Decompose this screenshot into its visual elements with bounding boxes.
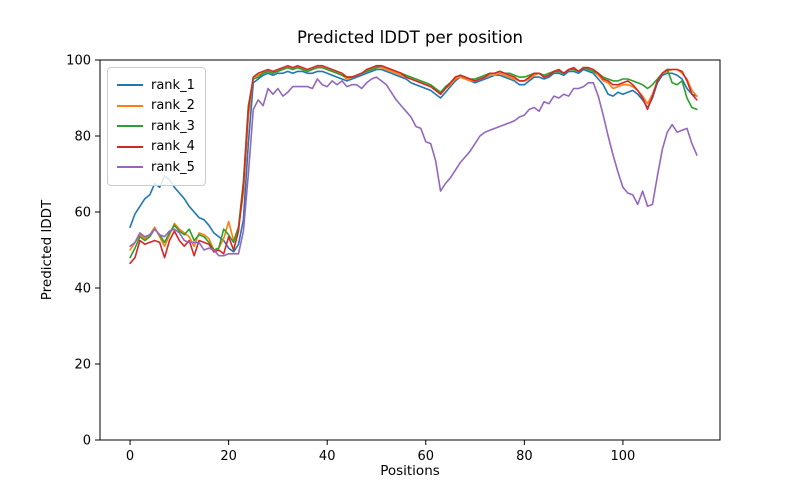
legend-line-swatch	[117, 104, 143, 107]
x-tick-label: 40	[319, 449, 336, 464]
legend-label: rank_5	[151, 159, 195, 175]
line-rank_4	[129, 64, 698, 265]
legend-line-swatch	[117, 84, 143, 87]
legend-label: rank_3	[151, 118, 195, 134]
y-tick-label: 80	[74, 130, 91, 145]
y-tick-label: 100	[66, 54, 91, 69]
x-tick-label: 80	[516, 449, 533, 464]
y-axis-label: Predicted lDDT	[39, 199, 55, 301]
x-tick-label: 0	[126, 449, 134, 464]
legend-line-swatch	[117, 166, 143, 169]
legend-label: rank_1	[151, 77, 195, 93]
x-tick-label: 100	[610, 449, 635, 464]
y-tick-label: 60	[74, 206, 91, 221]
x-tick-label: 20	[220, 449, 237, 464]
legend-item-rank-3: rank_3	[117, 116, 195, 137]
legend-line-swatch	[117, 125, 143, 128]
y-tick-label: 40	[74, 282, 91, 297]
line-rank_5	[129, 76, 698, 257]
legend-label: rank_4	[151, 139, 195, 155]
y-tick-label: 20	[74, 358, 91, 373]
x-tick-label: 60	[417, 449, 434, 464]
chart-title: Predicted lDDT per position	[296, 28, 524, 47]
legend: rank_1 rank_2 rank_3 rank_4 rank_5	[107, 67, 206, 186]
line-rank_1	[129, 68, 698, 253]
legend-item-rank-2: rank_2	[117, 96, 195, 117]
legend-item-rank-5: rank_5	[117, 157, 195, 178]
legend-line-swatch	[117, 145, 143, 148]
legend-label: rank_2	[151, 98, 195, 114]
legend-item-rank-1: rank_1	[117, 75, 195, 96]
x-axis-label: Positions	[380, 463, 440, 479]
y-tick-label: 0	[83, 434, 91, 449]
line-rank_3	[129, 64, 698, 259]
axes-frame	[99, 59, 721, 441]
legend-item-rank-4: rank_4	[117, 137, 195, 158]
